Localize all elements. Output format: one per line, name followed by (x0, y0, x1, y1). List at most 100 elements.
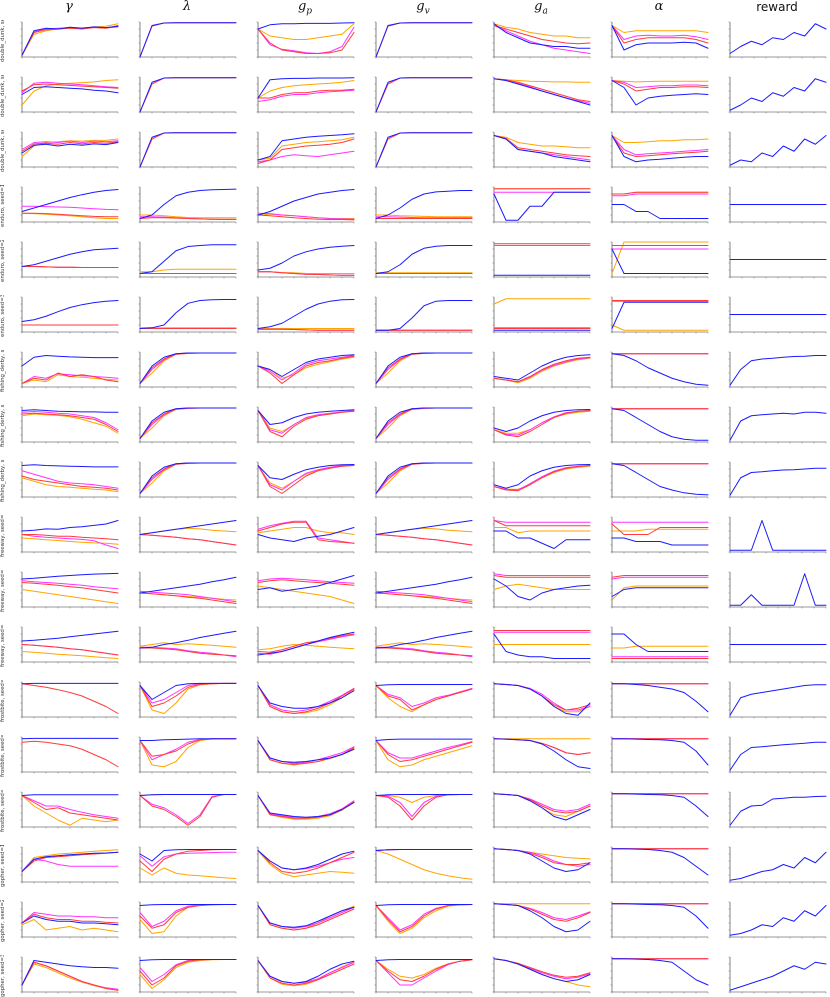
series-line-magenta (257, 795, 355, 819)
series-line-red (21, 795, 119, 821)
subplot (728, 296, 827, 334)
series-line-magenta (257, 212, 355, 220)
series-line-red (493, 683, 591, 711)
series-line-orange (257, 527, 355, 535)
subplot (492, 681, 591, 719)
series-line-red (375, 959, 473, 982)
row-label: gopher, seed=2 (0, 900, 6, 942)
series-line-magenta (493, 793, 591, 812)
subplot (492, 516, 591, 554)
series-line-red (375, 592, 473, 604)
subplot (610, 956, 709, 994)
axis-frame (611, 957, 708, 993)
series-line-blue (139, 520, 237, 535)
series-line-blue (257, 188, 355, 216)
series-line-blue (493, 958, 591, 982)
subplot (374, 791, 473, 829)
series-line-magenta (257, 89, 355, 102)
series-line-magenta (139, 534, 237, 546)
series-line-red (493, 78, 591, 102)
series-line-magenta (139, 738, 237, 761)
series-line-blue (375, 352, 473, 384)
series-line-blue (21, 86, 119, 95)
series-line-blue (139, 22, 237, 58)
axis-frame (729, 22, 826, 58)
series-line-orange (257, 850, 355, 878)
series-line-blue (729, 905, 827, 936)
series-line-orange (375, 407, 473, 439)
subplot (138, 956, 237, 994)
series-line-red (139, 217, 237, 220)
subplot (492, 76, 591, 114)
series-line-orange (375, 462, 473, 494)
subplot (492, 461, 591, 499)
subplot (256, 571, 355, 609)
series-line-orange (493, 583, 591, 590)
subplot (256, 956, 355, 994)
series-line-red (257, 138, 355, 164)
series-line-red (257, 465, 355, 494)
axis-frame (375, 132, 472, 168)
series-line-magenta (21, 912, 119, 924)
series-line-red (611, 135, 709, 157)
subplot (610, 846, 709, 884)
series-line-blue (493, 135, 591, 163)
subplot (20, 241, 119, 279)
axis-frame (729, 132, 826, 168)
axis-frame (139, 132, 236, 168)
series-line-blue (257, 960, 355, 984)
series-line-orange (21, 79, 119, 106)
series-line-blue (139, 188, 237, 219)
series-line-orange (139, 352, 237, 384)
series-line-red (375, 462, 473, 494)
subplot (138, 736, 237, 774)
subplot (20, 571, 119, 609)
series-line-red (257, 521, 355, 544)
subplot (138, 76, 237, 114)
series-line-magenta (611, 25, 709, 40)
series-line-blue (21, 409, 119, 413)
series-line-orange (493, 298, 591, 305)
axis-frame (139, 407, 236, 443)
subplot (256, 846, 355, 884)
series-line-blue (493, 354, 591, 381)
subplot (138, 241, 237, 279)
subplot (610, 571, 709, 609)
subplot (492, 296, 591, 334)
series-line-orange (139, 867, 237, 879)
series-line-blue (257, 77, 355, 99)
column-header-label: λ (182, 0, 192, 14)
series-line-blue (21, 572, 119, 580)
series-line-magenta (21, 470, 119, 489)
series-line-blue (375, 77, 473, 113)
series-line-orange (493, 78, 591, 83)
series-line-magenta (257, 26, 355, 54)
series-line-blue (611, 135, 709, 163)
series-line-orange (375, 214, 473, 218)
series-line-blue (375, 630, 473, 649)
series-line-orange (21, 849, 119, 872)
series-line-blue (611, 848, 709, 876)
subplot (138, 791, 237, 829)
series-line-orange (257, 136, 355, 161)
subplot (728, 736, 827, 774)
series-line-blue (21, 25, 119, 56)
row-label: enduro, seed=2 (0, 240, 6, 282)
series-line-blue (729, 573, 827, 606)
axis-frame (493, 297, 590, 333)
axis-frame (611, 242, 708, 278)
series-line-magenta (493, 410, 591, 436)
axis-frame (139, 22, 236, 58)
series-line-blue (493, 78, 591, 106)
axis-frame (21, 297, 118, 333)
series-line-blue (611, 248, 709, 274)
subplot (374, 901, 473, 939)
series-line-red (139, 958, 237, 986)
column-header: reward (718, 0, 830, 14)
subplot (256, 461, 355, 499)
subplot (20, 76, 119, 114)
subplot (138, 681, 237, 719)
series-line-magenta (375, 352, 473, 384)
subplot (374, 626, 473, 664)
series-line-red (493, 465, 591, 492)
